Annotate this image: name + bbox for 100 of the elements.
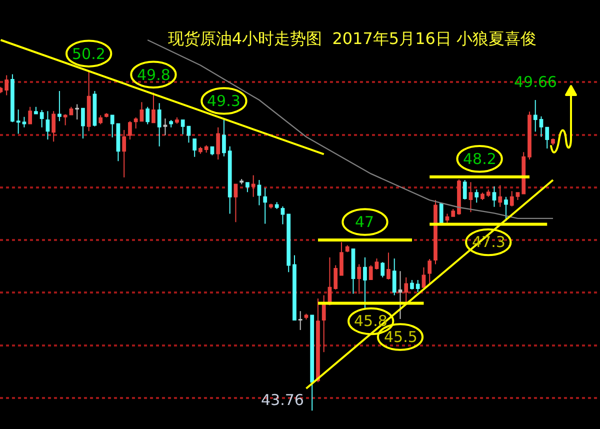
candlestick	[240, 178, 244, 185]
candlestick	[269, 203, 273, 209]
candlestick	[46, 110, 50, 140]
candlestick	[34, 106, 38, 115]
candlestick	[216, 126, 220, 160]
candlestick	[222, 118, 226, 157]
candlestick	[392, 258, 396, 296]
candlestick	[416, 280, 420, 293]
candlestick	[134, 116, 138, 129]
candlestick	[81, 108, 85, 139]
candlestick	[545, 126, 550, 149]
candlestick	[58, 90, 62, 122]
candlestick	[52, 110, 56, 142]
annotation: 49.3	[207, 92, 240, 110]
candlestick	[451, 208, 456, 218]
candlestick	[533, 100, 538, 132]
candlestick	[462, 180, 467, 200]
candlestick	[492, 186, 496, 208]
candlestick	[398, 270, 402, 320]
candlestick	[292, 254, 296, 321]
annotation: 49.66	[514, 73, 557, 91]
candlestick	[251, 174, 256, 198]
candlestick	[16, 108, 20, 134]
annotation: 49.8	[137, 66, 170, 84]
candlestick	[363, 256, 367, 309]
candlestick	[263, 187, 268, 224]
candlestick	[522, 152, 526, 195]
text: 现货原油4小时走势图 2017年5月16日 小狼夏喜俊	[168, 28, 537, 48]
candlestick	[257, 180, 262, 206]
candlestick	[157, 102, 162, 147]
candlestick	[169, 120, 174, 128]
candlestick	[551, 138, 555, 146]
candlestick	[334, 264, 338, 290]
candlestick	[10, 74, 14, 123]
candlestick	[528, 111, 532, 160]
candlestick	[404, 276, 408, 303]
candlestick	[180, 120, 185, 135]
candlestick	[98, 114, 103, 125]
candlestick	[310, 314, 314, 412]
candlestick	[40, 110, 44, 128]
candlestick	[340, 242, 344, 276]
candlestick	[122, 130, 126, 178]
candlestick	[516, 192, 520, 201]
candlestick	[480, 192, 484, 201]
candlestick	[110, 114, 114, 138]
candlestick	[274, 202, 279, 210]
annotation: 45.5	[384, 328, 418, 346]
candlestick	[192, 138, 197, 158]
annotation: 50.2	[72, 45, 106, 63]
candlestick	[86, 71, 91, 132]
candlestick	[280, 206, 285, 225]
candlestick	[234, 183, 238, 223]
candlestick	[28, 106, 32, 125]
candlestick	[69, 106, 74, 116]
candlestick	[4, 74, 9, 96]
candlestick	[510, 190, 514, 207]
candlestick	[434, 200, 438, 265]
candlestick	[380, 262, 385, 278]
candlestick	[128, 120, 132, 140]
candlestick	[22, 116, 26, 128]
annotation: 48.2	[463, 150, 496, 168]
candlestick	[152, 92, 156, 124]
candlestick	[75, 104, 80, 120]
candlestick	[316, 298, 320, 383]
candlestick	[204, 144, 208, 154]
candlestick	[468, 182, 473, 213]
annotation: 47	[355, 213, 374, 231]
annotation: 45.8	[354, 312, 388, 330]
candlestick	[486, 189, 490, 198]
candlestick	[186, 126, 191, 144]
candlestick	[422, 266, 426, 288]
candlestick	[246, 182, 250, 193]
candlestick	[474, 189, 479, 204]
candlestick	[63, 114, 68, 126]
candlestick	[345, 244, 350, 253]
candlestick	[298, 310, 302, 331]
candlestick	[439, 202, 444, 224]
candlestick	[386, 252, 390, 280]
candlestick	[374, 258, 379, 270]
candlestick	[175, 116, 179, 124]
candlestick	[286, 213, 291, 273]
candlestick	[304, 313, 308, 320]
annotation: 43.76	[261, 391, 304, 409]
candlestick	[228, 146, 232, 214]
candlestick	[92, 90, 97, 127]
candlestick	[198, 146, 202, 154]
candlestick	[146, 106, 150, 125]
candlestick	[498, 184, 502, 208]
candlestick	[539, 116, 544, 138]
candlestick	[140, 102, 144, 122]
candlestick	[445, 213, 450, 224]
candlestick	[357, 264, 362, 294]
candlestick	[116, 123, 120, 162]
candlestick	[457, 179, 461, 216]
candlestick	[104, 112, 108, 118]
candlestick	[428, 258, 432, 284]
candlestick	[163, 118, 168, 136]
candlestick	[368, 264, 373, 281]
candlestick	[351, 248, 356, 294]
candlestick	[410, 280, 414, 290]
